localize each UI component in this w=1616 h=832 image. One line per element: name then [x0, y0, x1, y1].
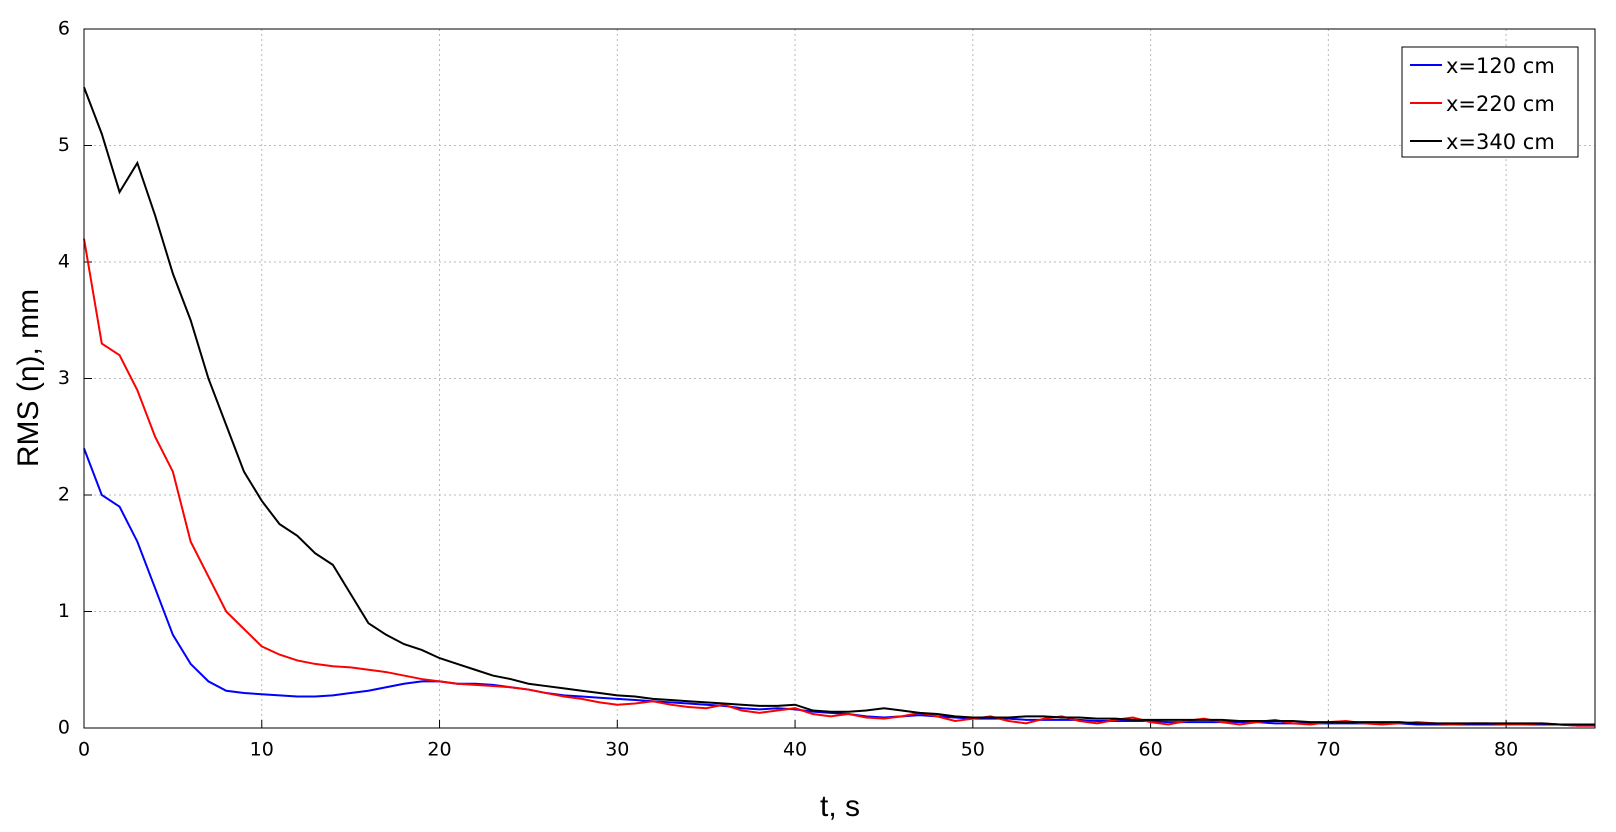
series-line: [83, 86, 1595, 726]
y-tick-label: 3: [58, 367, 70, 389]
y-tick-label: 6: [58, 18, 70, 40]
legend-label: x=120 cm: [1446, 54, 1555, 78]
plot-frame: [83, 28, 1596, 729]
x-tick-label: 10: [250, 739, 274, 761]
legend-label: x=220 cm: [1446, 92, 1555, 116]
y-tick-label: 0: [58, 717, 70, 739]
x-tick-label: 60: [1138, 739, 1162, 761]
x-tick-label: 70: [1316, 739, 1340, 761]
y-axis-label: RMS (η), mm: [12, 289, 45, 467]
y-tick-label: 5: [58, 134, 70, 156]
y-tick-label: 1: [58, 600, 70, 622]
legend-label: x=340 cm: [1446, 130, 1555, 154]
x-tick-label: 20: [427, 739, 451, 761]
y-tick-label: 4: [58, 251, 70, 273]
y-tick-label: 2: [58, 484, 70, 506]
x-tick-label: 50: [961, 739, 985, 761]
x-axis-label: t, s: [820, 790, 860, 823]
x-tick-label: 0: [78, 739, 90, 761]
series-line: [83, 448, 1595, 727]
legend: x=120 cm x=220 cm x=340 cm: [1401, 46, 1579, 158]
x-tick-label: 80: [1494, 739, 1518, 761]
x-tick-label: 40: [783, 739, 807, 761]
x-tick-label: 30: [605, 739, 629, 761]
